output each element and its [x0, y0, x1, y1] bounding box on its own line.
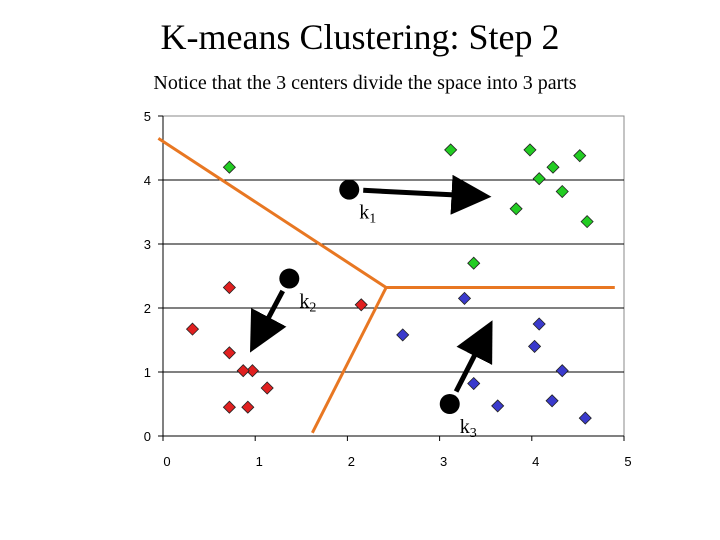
- red-data-point: [236, 364, 250, 378]
- x-tick-label: 1: [256, 454, 263, 469]
- green-data-point: [532, 172, 546, 186]
- center-1-label: k1: [359, 202, 376, 227]
- center-2-marker: [279, 268, 300, 289]
- y-tick-label: 0: [144, 429, 151, 444]
- slide-subtitle: Notice that the 3 centers divide the spa…: [153, 72, 577, 94]
- green-data-point: [573, 149, 587, 163]
- x-tick-label: 3: [440, 454, 447, 469]
- blue-data-point: [491, 399, 505, 413]
- green-data-point: [546, 160, 560, 174]
- blue-data-point: [396, 328, 410, 342]
- red-data-point: [354, 298, 368, 312]
- green-data-point: [222, 160, 236, 174]
- blue-data-point: [467, 376, 481, 391]
- plot-area: 0 1 2 3 4 5 0 1 2 3 4 5 k1 k2 k3: [144, 109, 632, 469]
- center-1-move-arrow: [363, 174, 492, 215]
- cluster-boundary-line: [311, 286, 388, 434]
- blue-data-point: [528, 339, 542, 353]
- slide-title: K-means Clustering: Step 2: [160, 17, 560, 57]
- y-tick-label: 3: [144, 237, 151, 252]
- x-tick-label: 2: [348, 454, 355, 469]
- center-2-label: k2: [299, 291, 316, 316]
- red-data-point: [222, 346, 236, 360]
- x-tick-label: 4: [532, 454, 539, 469]
- green-data-point: [523, 143, 537, 157]
- green-data-point: [467, 256, 481, 270]
- center-3-marker: [439, 394, 460, 414]
- red-data-point: [245, 364, 259, 378]
- center-3-label: k3: [460, 416, 477, 441]
- y-tick-label: 4: [144, 173, 151, 188]
- y-tick-label: 5: [144, 109, 151, 124]
- red-data-point: [222, 280, 236, 295]
- center-1-marker: [339, 179, 360, 200]
- y-tick-label: 2: [144, 301, 151, 316]
- red-data-point: [260, 381, 274, 395]
- red-data-point: [185, 322, 200, 336]
- red-data-point: [241, 400, 255, 414]
- center-2-move-arrow: [250, 289, 287, 353]
- x-tick-label: 5: [624, 454, 631, 469]
- blue-data-point: [555, 364, 569, 378]
- blue-data-point: [532, 317, 546, 331]
- blue-data-point: [457, 291, 472, 305]
- green-data-point: [509, 202, 523, 216]
- red-data-point: [222, 400, 236, 414]
- cluster-boundary-line: [157, 137, 615, 290]
- blue-data-point: [578, 411, 592, 425]
- green-data-point: [555, 184, 569, 199]
- x-tick-label: 0: [163, 454, 170, 469]
- y-tick-label: 1: [144, 365, 151, 380]
- green-data-point: [444, 143, 458, 157]
- blue-data-point: [545, 394, 559, 408]
- green-data-point: [580, 215, 594, 229]
- center-3-move-arrow: [453, 320, 493, 393]
